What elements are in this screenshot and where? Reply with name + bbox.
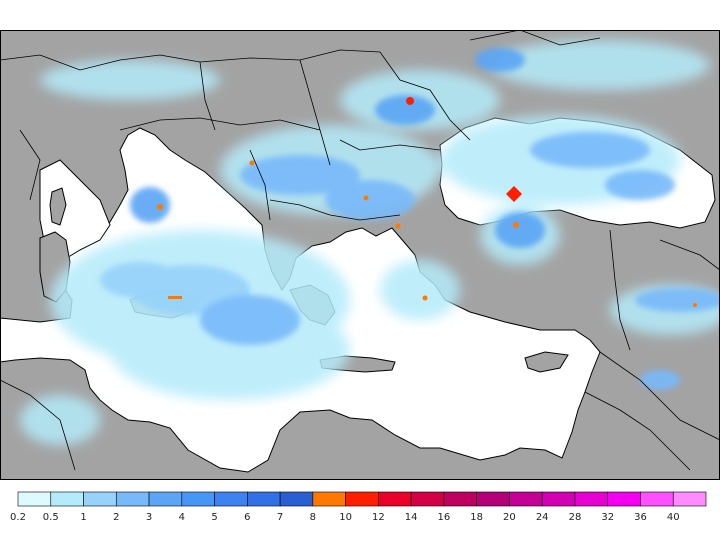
cell-balkans [249, 160, 255, 166]
legend-bin [541, 491, 576, 507]
map-top-margin [0, 0, 720, 30]
cell-thrace [395, 223, 401, 229]
legend-tick-label: 12 [372, 512, 385, 523]
cell-sicily [168, 296, 182, 299]
legend-tick-label: 0.2 [10, 512, 26, 523]
intense-cells [157, 97, 697, 307]
legend-bin [476, 491, 510, 507]
legend-tick-label: 28 [569, 512, 582, 523]
legend-bin [17, 491, 52, 507]
legend-tick-label: 6 [244, 512, 250, 523]
legend-bin [181, 491, 215, 507]
legend-bin [50, 491, 84, 507]
legend-tick-label: 40 [667, 512, 680, 523]
legend-bin [247, 491, 281, 507]
cell-turkey [513, 222, 519, 228]
legend-bin [115, 491, 150, 507]
legend-labels: 0.2 0.5 1 2 3 4 5 6 7 8 10 12 14 16 18 20 24 28 32 36 40 [10, 512, 680, 523]
legend-bin [443, 491, 477, 507]
legend-tick-label: 4 [179, 512, 185, 523]
legend-tick-label: 5 [211, 512, 217, 523]
cell-east [693, 303, 697, 307]
legend-bin [640, 491, 674, 507]
legend-bin [148, 491, 183, 507]
legend-bins [17, 491, 707, 507]
legend-bin [83, 491, 117, 507]
legend-tick-label: 7 [277, 512, 283, 523]
cell-black-sea [506, 186, 522, 202]
precipitation-map [0, 0, 720, 480]
legend-tick-label: 8 [310, 512, 316, 523]
legend-tick-label: 18 [470, 512, 483, 523]
legend-tick-label: 0.5 [43, 512, 59, 523]
legend-tick-label: 1 [80, 512, 86, 523]
legend-bin [410, 491, 445, 507]
legend-tick-label: 24 [536, 512, 549, 523]
legend-bin [607, 491, 641, 507]
corsica [49, 187, 67, 226]
legend-tick-label: 10 [339, 512, 352, 523]
legend-bin [672, 491, 707, 507]
legend-tick-label: 2 [113, 512, 119, 523]
country-borders [0, 29, 720, 471]
cell-bulgaria [363, 195, 369, 201]
color-scale-legend: 0.2 0.5 1 2 3 4 5 6 7 8 10 12 14 16 18 20 24 28 32 36 40 [10, 491, 707, 523]
legend-tick-label: 3 [146, 512, 152, 523]
cell-romania [406, 97, 414, 105]
legend-bin [312, 491, 346, 507]
legend-bin [378, 491, 412, 507]
precipitation-field [20, 40, 720, 445]
legend-bin [509, 491, 543, 507]
legend-tick-label: 14 [405, 512, 418, 523]
legend-tick-label: 32 [601, 512, 614, 523]
legend-bin [214, 491, 248, 507]
legend-tick-label: 36 [634, 512, 647, 523]
cell-aegean [422, 295, 428, 301]
legend-tick-label: 16 [438, 512, 451, 523]
legend-bin [345, 491, 379, 507]
legend-bin [279, 491, 314, 507]
legend-bin [574, 491, 609, 507]
legend-tick-label: 20 [503, 512, 516, 523]
cell-italy [157, 204, 163, 210]
cyprus [524, 351, 569, 373]
